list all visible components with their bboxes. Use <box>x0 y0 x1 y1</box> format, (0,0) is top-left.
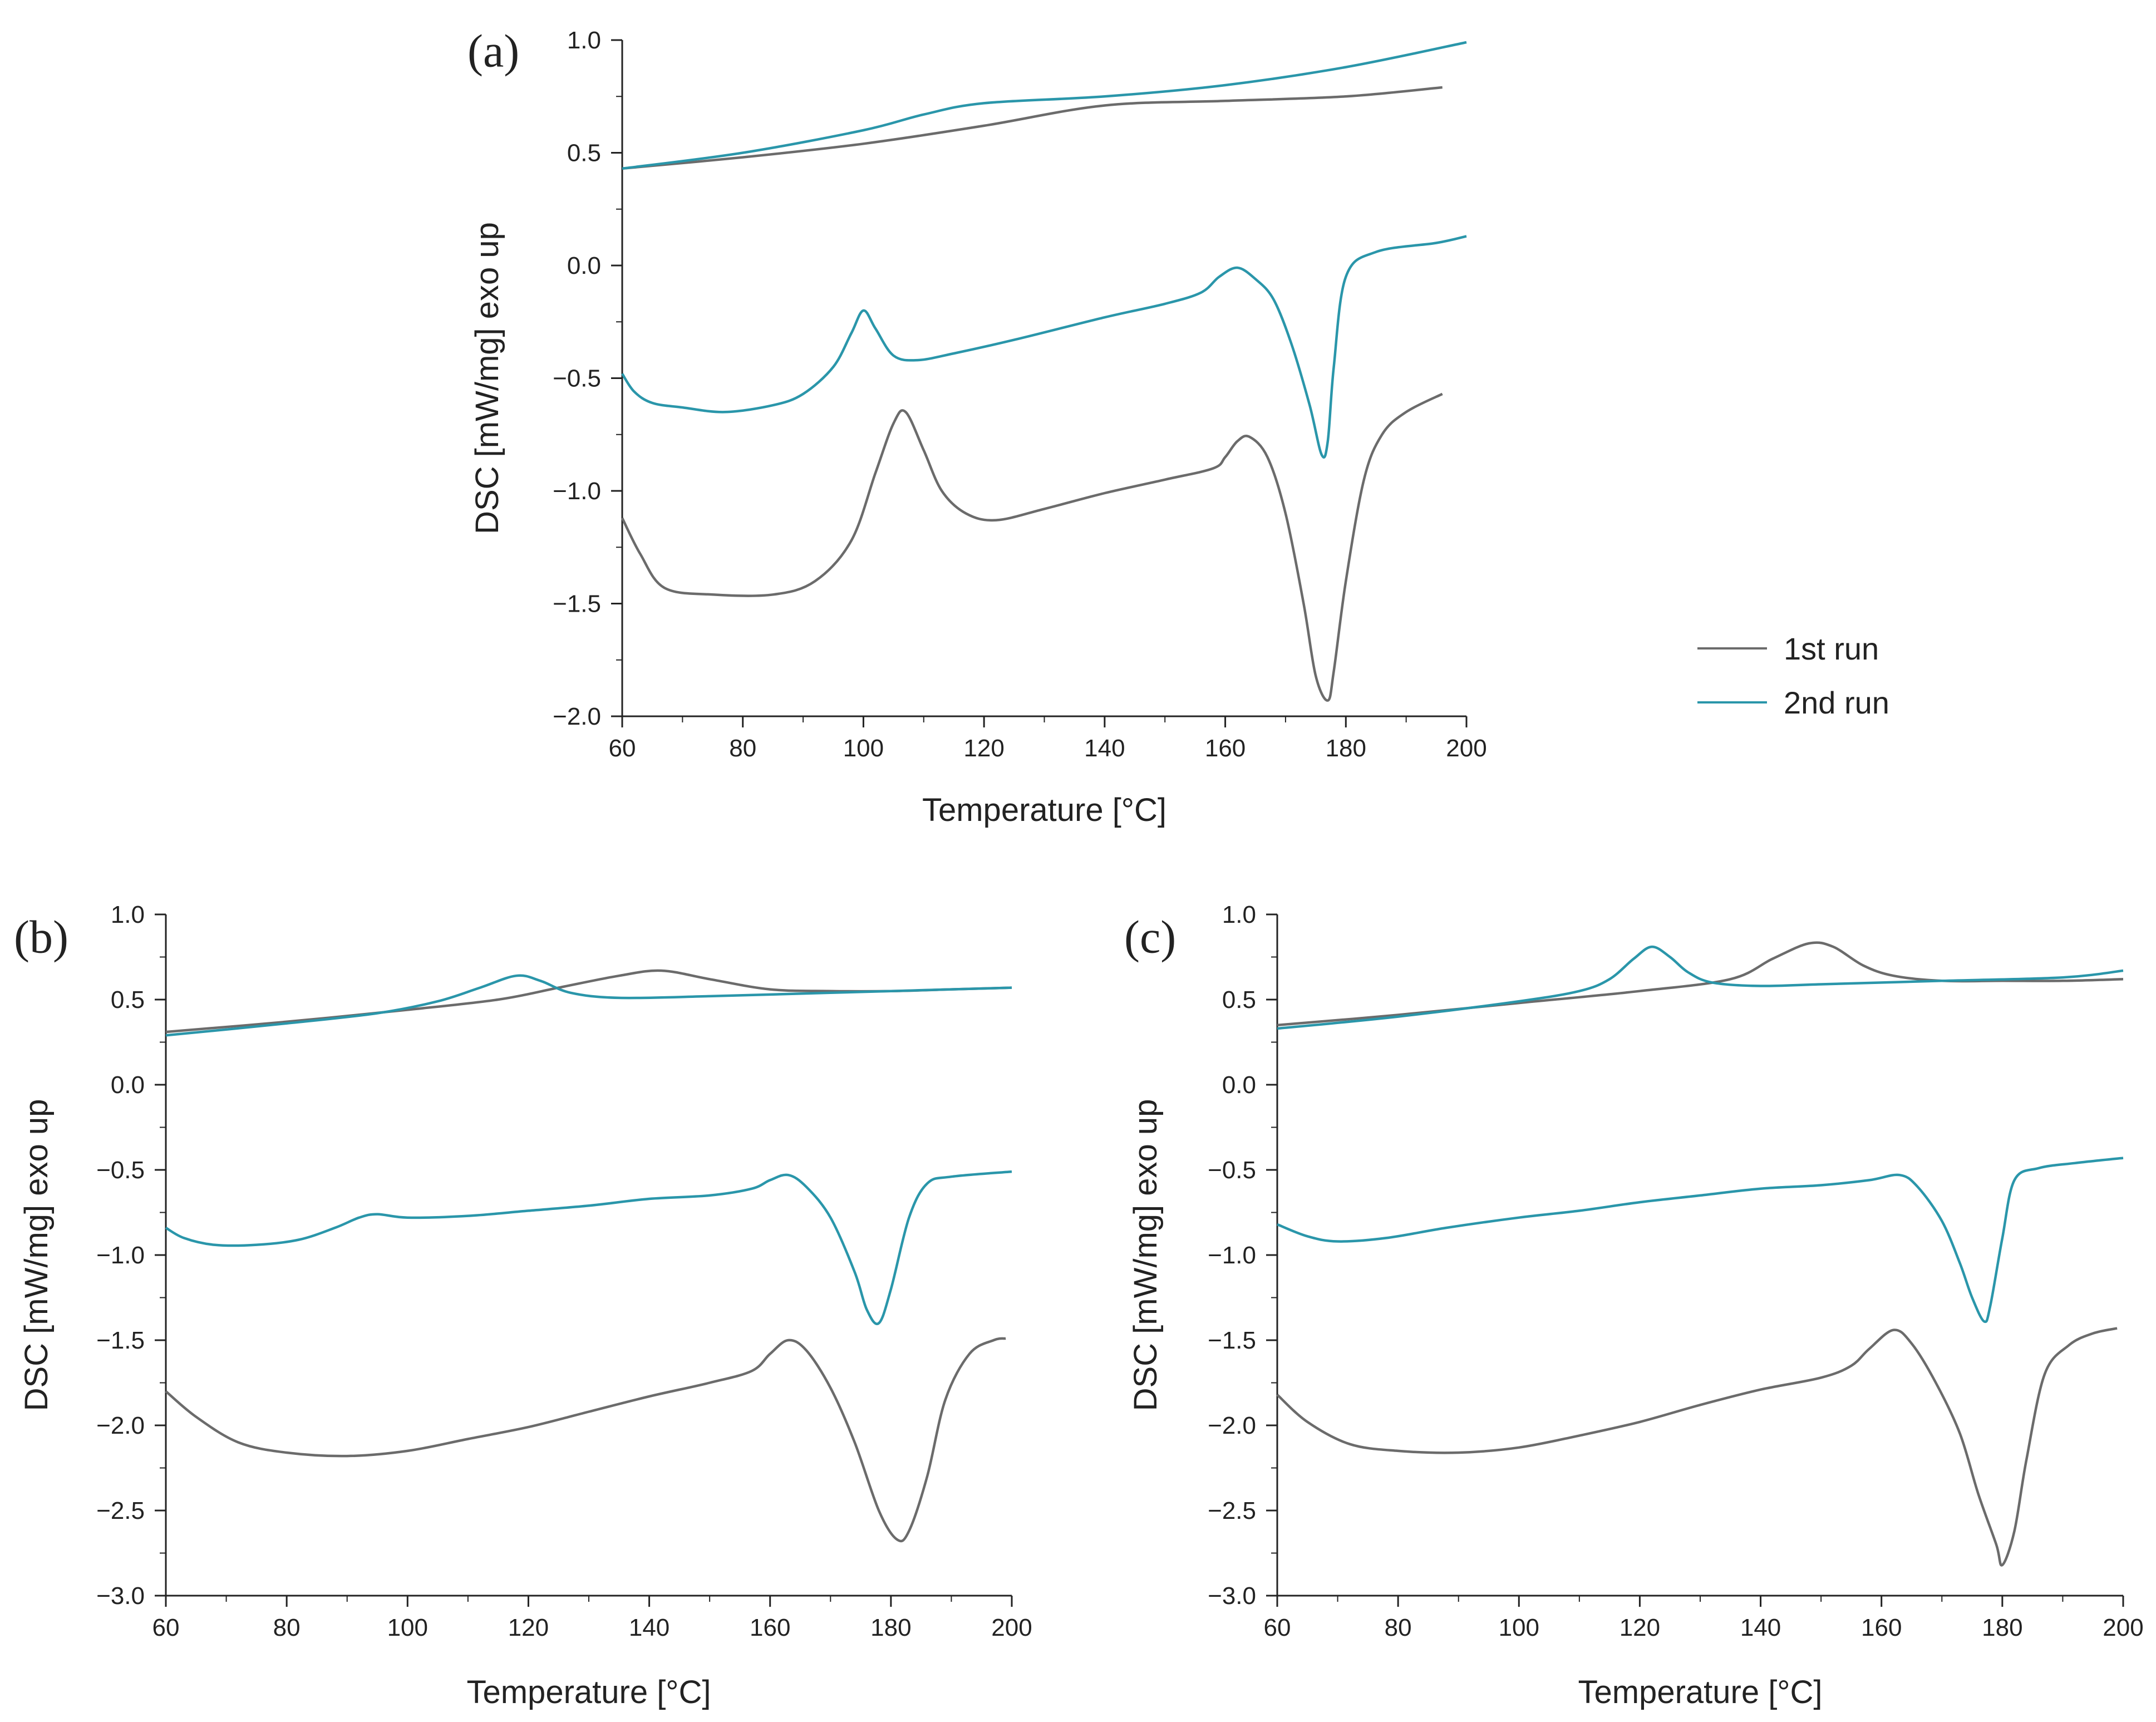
panel-b-x-tick-label: 60 <box>152 1614 180 1641</box>
panel-c-y-tick-label: −2.5 <box>1208 1497 1256 1524</box>
panel-c-x-tick-label: 140 <box>1740 1614 1781 1641</box>
panel-a-x-tick-label: 180 <box>1326 735 1366 762</box>
panel-a-y-tick-label: 1.0 <box>567 27 601 54</box>
panel-c-label: (c) <box>1124 911 1176 963</box>
panel-a-y-axis-title: DSC [mW/mg] exo up <box>469 222 505 534</box>
panel-b-x-tick-label: 120 <box>508 1614 549 1641</box>
panel-a-y-tick-label: 0.5 <box>567 140 601 167</box>
panel-c-x-tick-label: 60 <box>1264 1614 1291 1641</box>
panel-c-y-tick-label: 0.5 <box>1222 986 1256 1013</box>
panel-c-x-tick-label: 200 <box>2103 1614 2143 1641</box>
panel-b: (b) 60 80 100 120 140 160 180 200 −3.0 −2.5 −2.0 −1.… <box>14 901 1032 1710</box>
panel-a-label: (a) <box>467 25 519 77</box>
panel-c-series-1st-run-2 <box>1276 1327 2118 1567</box>
panel-b-y-tick-label: −3.0 <box>96 1582 145 1610</box>
panel-b-y-tick-label: −0.5 <box>96 1157 145 1184</box>
legend-label-2nd-run: 2nd run <box>1784 685 1889 720</box>
panel-b-y-tick-label: 1.0 <box>111 901 145 928</box>
panel-c-x-tick-label: 100 <box>1499 1614 1539 1641</box>
panel-a-y-tick-label: −2.0 <box>553 703 601 730</box>
panel-b-x-axis-title: Temperature [°C] <box>466 1674 711 1710</box>
panel-b-x-tick-label: 200 <box>991 1614 1032 1641</box>
panel-a-x-tick-label: 140 <box>1084 735 1125 762</box>
panel-c-y-tick-label: −3.0 <box>1208 1582 1256 1610</box>
panel-b-x-tick-label: 180 <box>870 1614 911 1641</box>
panel-c-y-axis-title: DSC [mW/mg] exo up <box>1128 1099 1164 1411</box>
panel-c-series-2nd-run-3 <box>1277 1157 2124 1324</box>
panel-c-y-tick-label: −1.0 <box>1208 1242 1256 1269</box>
panel-a-x-tick-label: 80 <box>729 735 756 762</box>
panel-c: (c) 60 80 100 120 140 160 180 200 −3.0 −2.5 −2.0 −1.… <box>1124 901 2144 1710</box>
panel-c-x-tick-label: 160 <box>1861 1614 1902 1641</box>
panel-b-y-tick-label: −2.5 <box>96 1497 145 1524</box>
panel-c-y-tick-label: −2.0 <box>1208 1412 1256 1439</box>
panel-a-x-tick-label: 120 <box>963 735 1004 762</box>
panel-b-y-tick-label: −2.0 <box>96 1412 145 1439</box>
panel-b-x-tick-label: 160 <box>750 1614 790 1641</box>
panel-a-y-tick-label: −1.0 <box>553 478 601 505</box>
panel-c-x-tick-label: 180 <box>1982 1614 2022 1641</box>
panel-b-x-tick-label: 100 <box>387 1614 428 1641</box>
panel-b-series-2nd-run-3 <box>165 1170 1012 1325</box>
panel-a-y-tick-label: −0.5 <box>553 365 601 392</box>
panel-b-y-axis-title: DSC [mW/mg] exo up <box>18 1099 55 1411</box>
panel-c-x-axis-title: Temperature [°C] <box>1578 1674 1822 1710</box>
panel-b-y-tick-label: 0.5 <box>111 986 145 1013</box>
panel-b-x-tick-label: 80 <box>273 1614 301 1641</box>
panel-b-y-tick-label: 0.0 <box>111 1071 145 1099</box>
panels: (a) 60 80 100 120 140 160 180 200 −2.0 −1.5 −1.0 −0.… <box>14 25 2144 1710</box>
panel-c-x-tick-label: 80 <box>1385 1614 1412 1641</box>
panel-a-series-2nd-run-1 <box>622 41 1467 170</box>
panel-a-x-tick-label: 200 <box>1446 735 1486 762</box>
panel-a-x-tick-label: 160 <box>1205 735 1246 762</box>
panel-b-y-tick-label: −1.0 <box>96 1242 145 1269</box>
panel-c-y-tick-label: −1.5 <box>1208 1327 1256 1354</box>
panel-c-x-tick-label: 120 <box>1620 1614 1660 1641</box>
panel-a-series-1st-run-2 <box>621 392 1443 702</box>
panel-a: (a) 60 80 100 120 140 160 180 200 −2.0 −1.5 −1.0 −0.… <box>467 25 1487 828</box>
panel-c-y-tick-label: 0.0 <box>1222 1071 1256 1099</box>
panel-b-y-tick-label: −1.5 <box>96 1327 145 1354</box>
panel-b-x-tick-label: 140 <box>629 1614 670 1641</box>
panel-a-series-1st-run-0 <box>622 86 1443 170</box>
panel-a-x-axis-title: Temperature [°C] <box>922 792 1166 828</box>
panel-a-x-tick-label: 100 <box>843 735 884 762</box>
legend: 1st run 2nd run <box>1697 631 1889 720</box>
panel-c-y-tick-label: −0.5 <box>1208 1157 1256 1184</box>
panel-c-series-2nd-run-1 <box>1277 945 2124 1030</box>
panel-b-series-1st-run-2 <box>165 1337 1006 1543</box>
panel-c-series-1st-run-0 <box>1277 941 2124 1027</box>
panel-b-label: (b) <box>14 911 68 963</box>
panel-a-y-tick-label: 0.0 <box>567 252 601 279</box>
panel-a-y-tick-label: −1.5 <box>553 591 601 618</box>
panel-b-series-2nd-run-1 <box>165 974 1012 1037</box>
panel-a-series-2nd-run-3 <box>621 235 1467 459</box>
legend-label-1st-run: 1st run <box>1784 631 1879 666</box>
panel-a-x-tick-label: 60 <box>609 735 636 762</box>
panel-c-y-tick-label: 1.0 <box>1222 901 1256 928</box>
